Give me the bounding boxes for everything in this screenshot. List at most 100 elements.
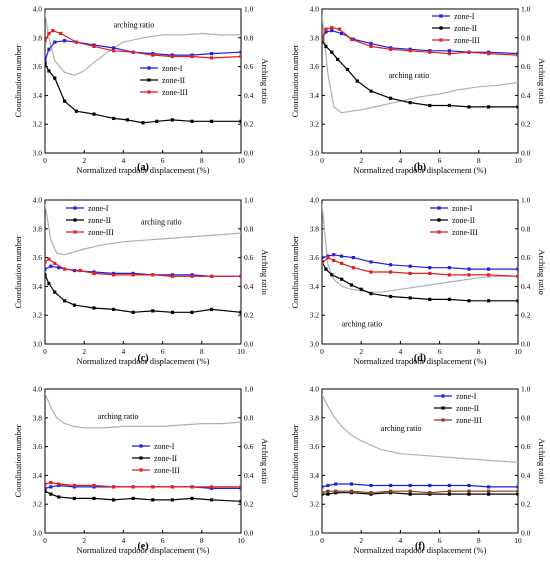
data-point-zone-i	[340, 254, 344, 258]
data-point-zone-ii	[112, 498, 116, 502]
data-point-zone-iii	[408, 49, 412, 53]
data-point-zone-iii	[92, 483, 96, 488]
data-point-zone-iii	[72, 483, 76, 488]
data-point-zone-i	[45, 267, 47, 271]
chart-panel-4: 0 2 4 6 8 10 3.0 3.2 3.4 3.6 3.8 4.0 0.0 0.2 0.4 0.6 0.8…	[13, 385, 270, 556]
y-axis-label: Coordination number	[13, 44, 23, 117]
x-tick-label: 0	[320, 156, 324, 165]
data-point-zone-iii	[170, 274, 174, 278]
legend-swatch-marker	[437, 230, 441, 234]
y-axis-label: Coordination number	[13, 424, 23, 497]
data-point-zone-i	[334, 482, 338, 486]
data-point-zone-iii	[322, 491, 324, 495]
y2-tick-label: 0.4	[521, 91, 531, 100]
data-point-zone-iii	[78, 268, 82, 273]
data-point-zone-ii	[190, 310, 194, 314]
y2-tick-label: 0.6	[521, 442, 531, 451]
series-group	[45, 13, 241, 125]
x-tick-label: 2	[359, 347, 363, 356]
legend-swatch-marker	[439, 38, 443, 42]
y2-tick-label: 0.0	[521, 149, 531, 158]
plot-frame	[44, 8, 242, 154]
y2-tick-label: 0.0	[521, 529, 531, 538]
legend-label: zone-II	[454, 24, 477, 33]
data-point-zone-iii	[131, 273, 135, 277]
y2-axis-label: Arching ratio	[537, 438, 547, 484]
data-point-zone-ii	[112, 116, 116, 121]
y2-axis-label: Arching ratio	[260, 438, 270, 484]
data-point-zone-ii	[239, 499, 241, 503]
data-point-zone-iii	[408, 271, 412, 276]
legend-swatch-marker	[139, 456, 143, 460]
x-tick-label: 6	[438, 156, 442, 165]
legend-swatch-marker	[441, 394, 445, 398]
data-point-zone-i	[487, 485, 491, 489]
data-point-zone-ii	[355, 79, 359, 83]
legend-swatch-marker	[147, 66, 151, 70]
chart-panel-1: 0 2 4 6 8 10 3.0 3.2 3.4 3.6 3.8 4.0 0.0 0.2 0.4 0.6 0.8…	[290, 5, 547, 176]
legend-swatch-marker	[73, 230, 77, 234]
data-point-zone-i	[516, 267, 518, 271]
data-point-zone-i	[330, 29, 334, 33]
data-point-zone-iii	[45, 482, 47, 486]
data-point-zone-i	[428, 483, 432, 488]
data-point-zone-ii	[369, 89, 373, 93]
data-point-zone-i	[408, 264, 412, 268]
series-line-arching-ratio	[322, 204, 518, 293]
data-point-zone-iii	[467, 489, 471, 493]
data-point-zone-ii	[324, 44, 328, 49]
y-tick-label: 3.2	[310, 500, 320, 509]
y2-tick-label: 0.2	[244, 120, 254, 129]
legend-swatch-marker	[437, 218, 441, 222]
data-point-zone-ii	[72, 303, 76, 307]
plot-frame	[44, 199, 242, 345]
series-line-zone-ii	[45, 63, 241, 124]
y2-tick-label: 0.6	[521, 62, 531, 71]
legend-label: zone-III	[162, 88, 188, 97]
legend-swatch-marker	[139, 444, 143, 448]
y2-tick-label: 1.0	[244, 5, 254, 14]
legend-swatch-marker	[147, 90, 151, 94]
x-tick-label: 10	[237, 347, 245, 356]
series-line-arching-ratio	[45, 13, 241, 76]
y2-tick-label: 0.4	[244, 282, 254, 291]
y-tick-label: 3.8	[310, 413, 320, 422]
plot-frame	[44, 388, 242, 534]
data-point-zone-iii	[326, 256, 330, 260]
chart-panel-5: 0 2 4 6 8 10 3.0 3.2 3.4 3.6 3.8 4.0 0.0 0.2 0.4 0.6 0.8…	[290, 385, 547, 556]
x-axis-label: Normalized trapdoor displacement (%)	[354, 545, 487, 555]
x-tick-label: 6	[161, 347, 165, 356]
y2-tick-label: 1.0	[521, 5, 531, 14]
data-point-zone-ii	[345, 67, 350, 72]
y2-axis-label: Arching ratio	[537, 249, 547, 295]
data-point-zone-iii	[49, 481, 53, 485]
legend-label: zone-II	[456, 404, 479, 413]
data-point-zone-i	[239, 50, 241, 54]
data-point-zone-i	[487, 267, 491, 271]
legend-label: zone-III	[456, 416, 482, 425]
data-point-zone-ii	[131, 496, 135, 501]
data-point-zone-iii	[92, 44, 96, 49]
data-point-zone-iii	[47, 31, 51, 36]
y-tick-label: 3.8	[33, 413, 43, 422]
legend-label: zone-I	[162, 64, 183, 73]
data-point-zone-iii	[45, 39, 47, 43]
panel-label: (a)	[137, 162, 149, 173]
data-point-zone-iii	[467, 273, 471, 277]
data-point-zone-i	[45, 486, 47, 490]
data-point-zone-ii	[336, 57, 340, 61]
data-point-zone-ii	[447, 297, 451, 301]
y-axis-label: Coordination number	[290, 44, 300, 117]
data-point-zone-ii	[131, 310, 135, 314]
x-tick-label: 4	[399, 536, 403, 545]
data-point-zone-ii	[389, 294, 393, 299]
data-point-zone-iii	[351, 266, 355, 270]
y-tick-label: 3.2	[33, 120, 43, 129]
data-point-zone-iii	[210, 274, 214, 278]
legend-swatch-marker	[73, 206, 77, 210]
data-point-zone-iii	[338, 27, 342, 31]
y2-tick-label: 0.4	[521, 282, 531, 291]
legend-label: zone-III	[88, 228, 114, 237]
series-group	[322, 394, 518, 496]
